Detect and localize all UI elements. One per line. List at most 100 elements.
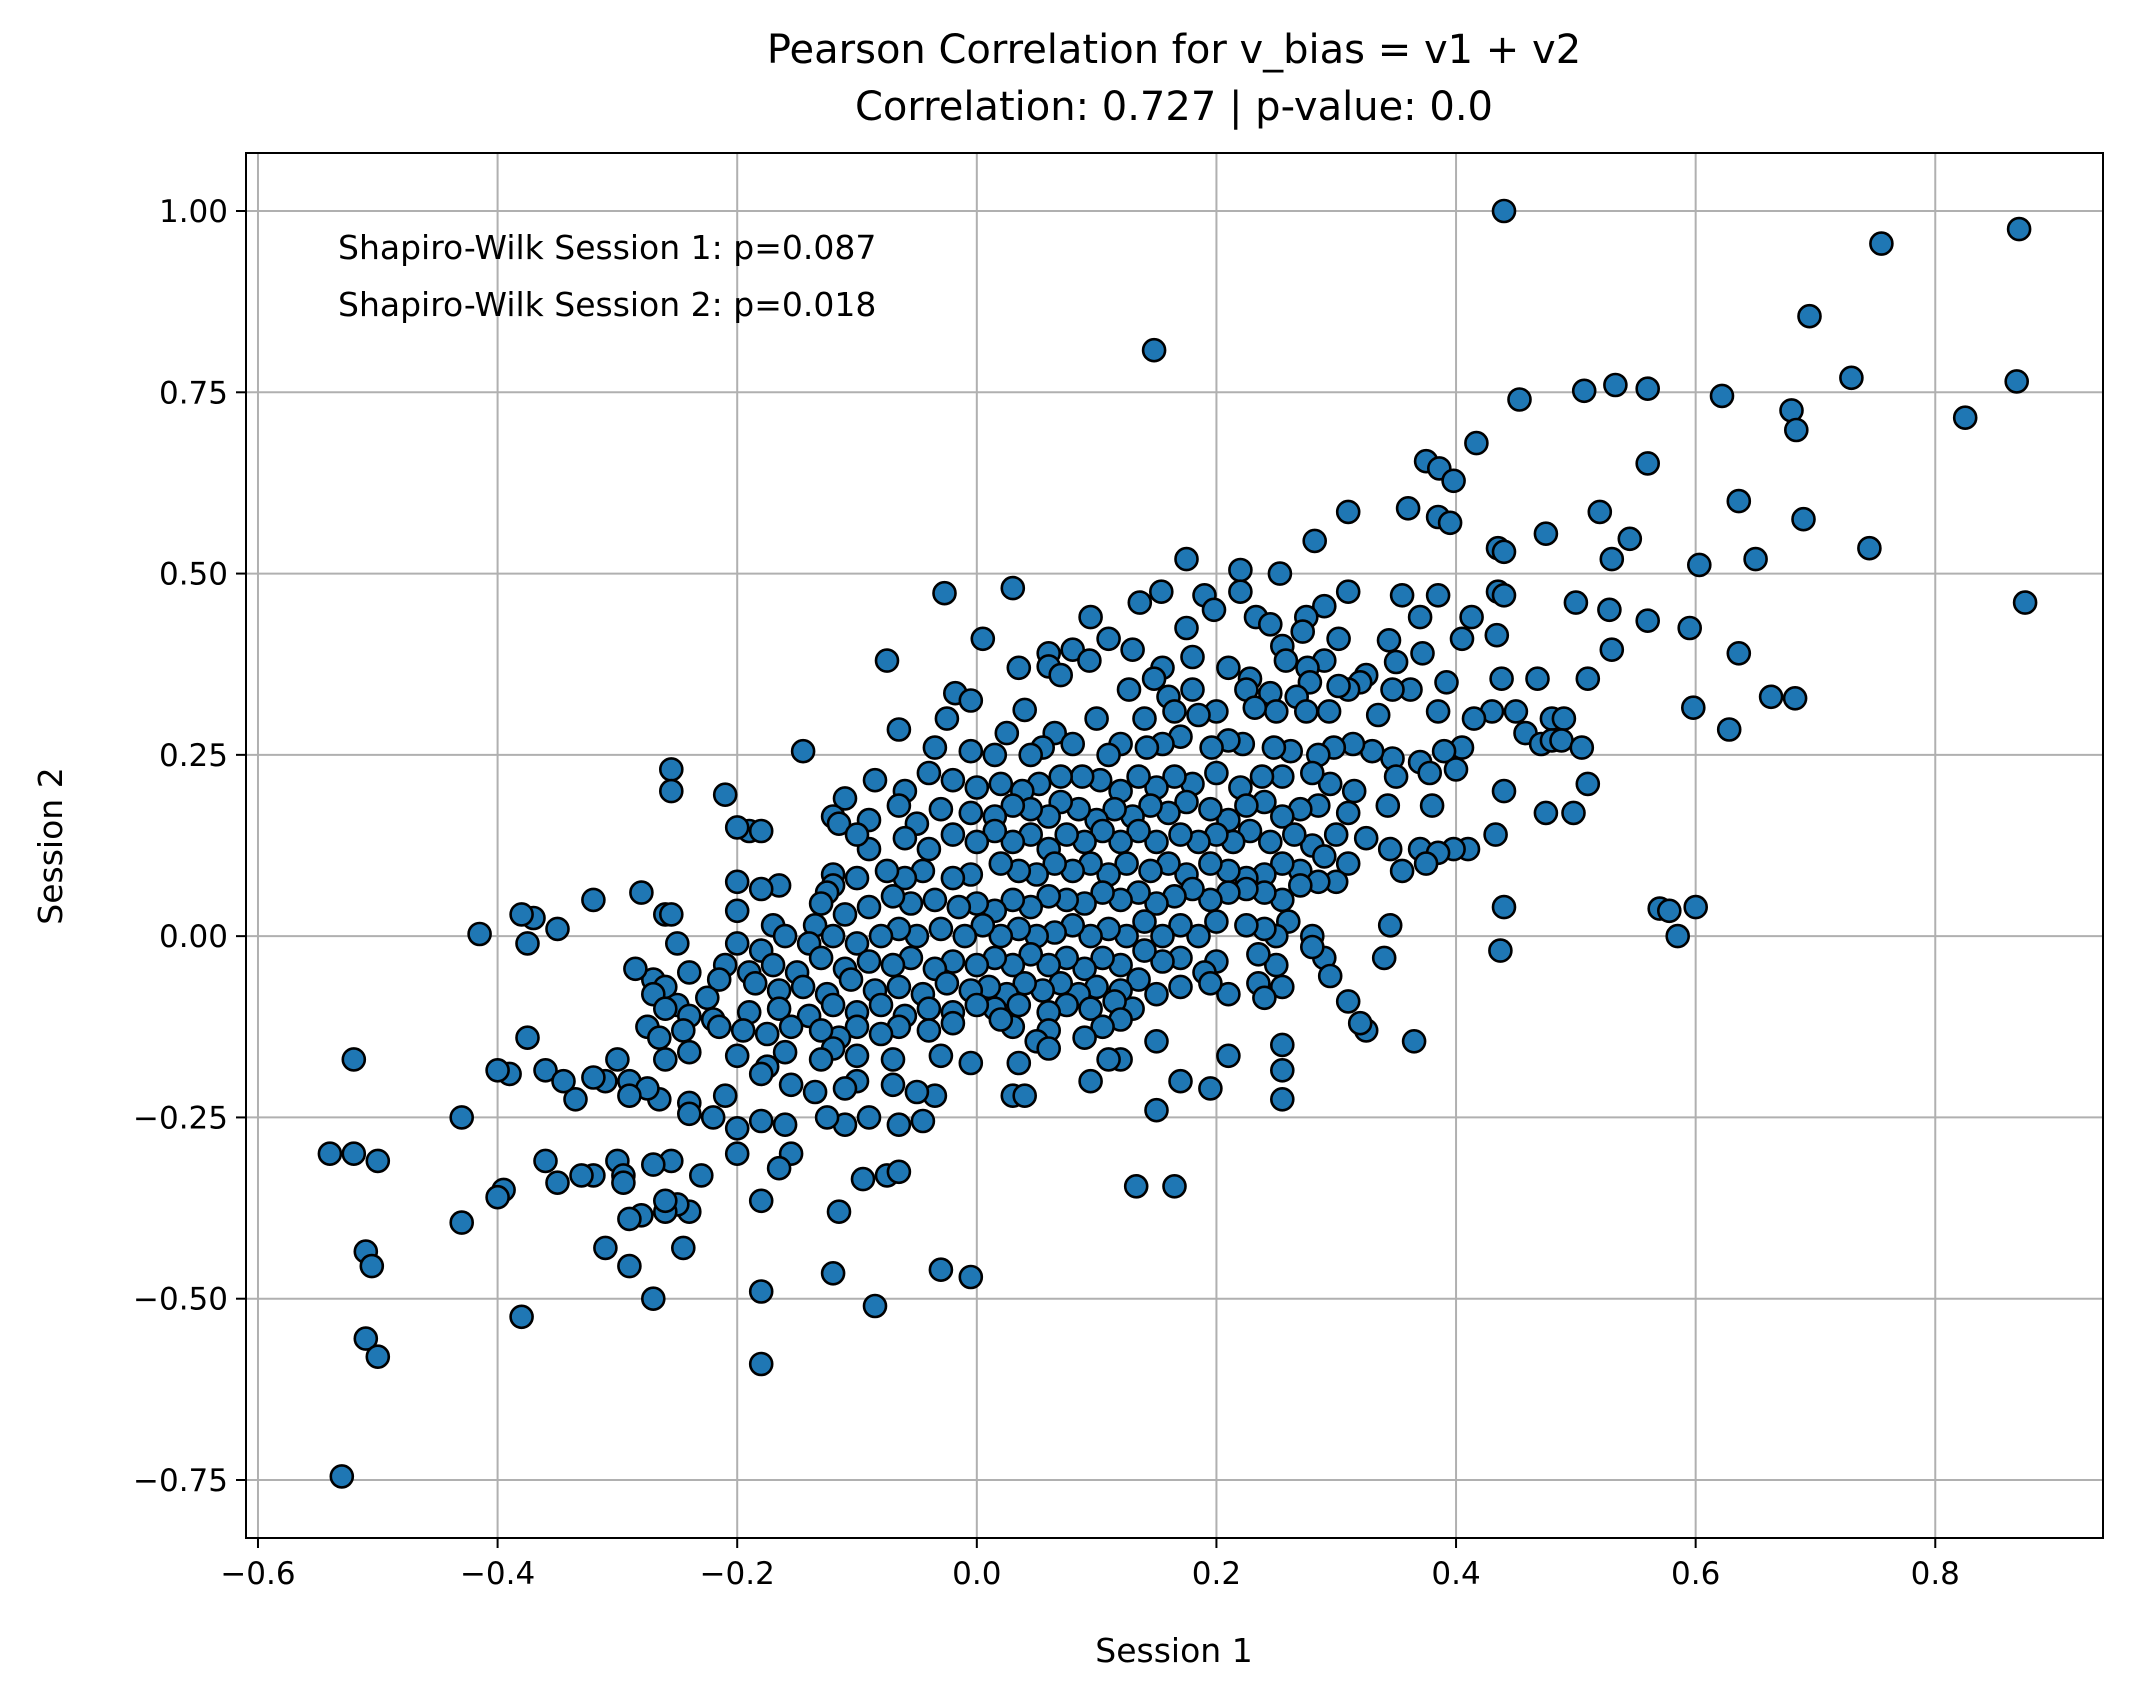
- scatter-point: [856, 1105, 882, 1130]
- scatter-point: [617, 1083, 642, 1108]
- scatter-point: [1168, 974, 1193, 1000]
- scatter-point: [724, 869, 750, 895]
- data-points: [317, 198, 2038, 1489]
- scatter-point: [1012, 697, 1037, 723]
- scatter-point: [1335, 851, 1361, 876]
- scatter-point: [1116, 677, 1142, 702]
- scatter-point: [748, 1351, 774, 1377]
- scatter-point: [1258, 829, 1283, 855]
- scatter-point: [1389, 858, 1415, 884]
- scatter-point: [1294, 699, 1319, 724]
- scatter-point: [778, 1014, 804, 1040]
- scatter-point: [1657, 898, 1682, 924]
- scatter-point: [982, 742, 1008, 768]
- scatter-point: [1198, 1076, 1223, 1101]
- scatter-point: [1096, 626, 1121, 652]
- scatter-point: [886, 974, 912, 1000]
- scatter-point: [1000, 829, 1026, 855]
- scatter-point: [1290, 619, 1315, 644]
- scatter-point: [790, 738, 816, 764]
- scatter-point: [1395, 495, 1421, 521]
- scatter-point: [1335, 989, 1361, 1014]
- scatter-point: [886, 793, 912, 818]
- x-tick-label: 0.8: [1911, 1556, 1960, 1592]
- scatter-point: [1078, 604, 1103, 630]
- scatter-point: [1216, 1043, 1241, 1069]
- scatter-point: [1096, 742, 1121, 768]
- scatter-point: [1449, 626, 1475, 652]
- scatter-point: [1132, 706, 1157, 731]
- scatter-point: [1635, 608, 1660, 634]
- scatter-point: [646, 1025, 672, 1050]
- scatter-point: [1569, 735, 1595, 760]
- scatter-point: [1174, 789, 1199, 815]
- scatter-point: [341, 1141, 367, 1166]
- scatter-point: [928, 916, 954, 942]
- scatter-point: [569, 1163, 594, 1188]
- scatter-point: [1571, 378, 1597, 404]
- scatter-point: [1491, 198, 1517, 224]
- scatter-point: [808, 891, 834, 916]
- scatter-point: [1204, 909, 1229, 934]
- scatter-point: [1036, 1036, 1061, 1061]
- y-tick-label: 0.75: [159, 375, 228, 411]
- scatter-point: [1549, 728, 1574, 753]
- scatter-point: [1048, 764, 1073, 789]
- scatter-point: [724, 1116, 750, 1141]
- scatter-point: [964, 829, 990, 855]
- scatter-point: [988, 923, 1014, 949]
- scatter-point: [916, 836, 942, 862]
- scatter-point: [1144, 1029, 1169, 1054]
- scatter-point: [1317, 771, 1343, 797]
- scatter-point: [868, 1021, 894, 1047]
- scatter-point: [1132, 938, 1157, 963]
- scatter-point: [958, 1050, 984, 1076]
- scatter-point: [772, 923, 798, 949]
- scatter-point: [605, 1047, 630, 1072]
- scatter-point: [1491, 894, 1517, 920]
- scatter-point: [916, 760, 942, 786]
- scatter-point: [814, 1105, 840, 1130]
- scatter-point: [1335, 499, 1361, 525]
- scatter-point: [1249, 764, 1275, 789]
- scatter-point: [1199, 735, 1224, 760]
- scatter-point: [1857, 535, 1882, 561]
- scatter-point: [706, 1014, 732, 1040]
- scatter-point: [676, 1101, 702, 1127]
- scatter-point: [1036, 883, 1061, 909]
- scatter-point: [1383, 764, 1409, 789]
- scatter-point: [748, 1279, 774, 1304]
- scatter-point: [1575, 771, 1601, 797]
- scatter-point: [874, 858, 900, 884]
- scatter-point: [724, 815, 750, 840]
- scatter-point: [748, 1108, 774, 1134]
- scatter-point: [1377, 836, 1403, 862]
- scatter-point: [760, 952, 786, 978]
- scatter-point: [664, 931, 690, 956]
- scatter-point: [449, 1210, 475, 1235]
- scatter-point: [581, 1065, 606, 1090]
- scatter-point: [1491, 582, 1517, 608]
- scatter-point: [1036, 952, 1061, 978]
- scatter-point: [1839, 365, 1864, 391]
- scatter-point: [808, 945, 834, 971]
- scatter-point: [1461, 706, 1487, 731]
- scatter-point: [964, 775, 990, 800]
- scatter-point: [1383, 649, 1409, 675]
- scatter-point: [563, 1087, 588, 1112]
- scatter-point: [1141, 337, 1167, 363]
- scatter-point: [670, 1235, 696, 1261]
- scatter-point: [844, 1014, 870, 1040]
- scatter-point: [658, 902, 684, 927]
- scatter-point: [1317, 963, 1343, 989]
- chart-subtitle: Correlation: 0.727 | p-value: 0.0: [855, 84, 1493, 130]
- y-tick-label: −0.25: [133, 1100, 228, 1136]
- scatter-point: [1114, 851, 1139, 876]
- scatter-point: [658, 757, 684, 782]
- scatter-point: [1186, 702, 1211, 728]
- scatter-point: [844, 865, 870, 891]
- scatter-point: [617, 1206, 642, 1232]
- scatter-point: [1726, 488, 1752, 514]
- scatter-point: [982, 818, 1008, 844]
